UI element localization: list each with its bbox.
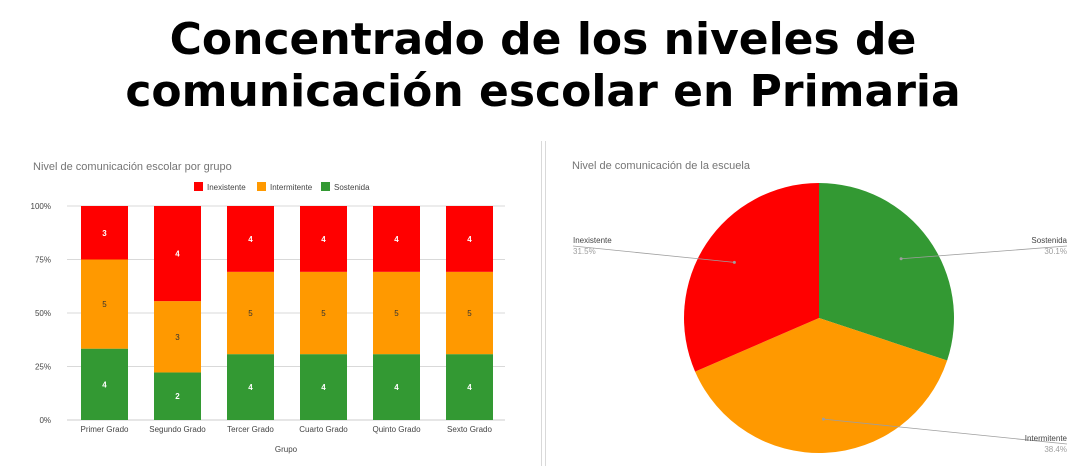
bar-segment-intermitente-primer-grado: [81, 259, 128, 349]
legend-swatch-inexistente: [194, 182, 203, 191]
bar-segment-sostenida-sexto-grado: [446, 354, 493, 420]
x-tick-label-tercer-grado: Tercer Grado: [227, 425, 274, 434]
pie-slice-inexistente: [683, 183, 819, 372]
bar-segment-inexistente-cuarto-grado: [300, 206, 347, 272]
legend-swatch-sostenida: [321, 182, 330, 191]
legend-label-sostenida: Sostenida: [334, 183, 370, 192]
pie-chart-panel[interactable]: Nivel de comunicación de la escuela Soste…: [555, 141, 1086, 466]
pie-label-sostenida: Sostenida: [1031, 236, 1067, 245]
data-label-sostenida-tercer-grado: 4: [248, 383, 253, 392]
pie-value-inexistente: 31.5%: [573, 247, 596, 256]
bar-segment-sostenida-tercer-grado: [227, 354, 274, 420]
page-title-line-2: comunicación escolar en Primaria: [125, 66, 961, 117]
data-label-sostenida-primer-grado: 4: [102, 380, 107, 389]
leader-line-sostenida: [901, 245, 1068, 260]
x-tick-label-primer-grado: Primer Grado: [80, 425, 129, 434]
data-label-inexistente-segundo-grado: 4: [175, 250, 180, 259]
bar-segment-sostenida-quinto-grado: [373, 354, 420, 420]
pie-label-inexistente: Inexistente: [573, 236, 612, 245]
y-tick-label: 25%: [35, 363, 51, 372]
pie-value-intermitente: 38.4%: [1044, 445, 1067, 454]
data-label-inexistente-primer-grado: 3: [102, 229, 107, 238]
bar-chart-panel[interactable]: Nivel de comunicación escolar por grupo I…: [15, 141, 527, 466]
data-label-intermitente-segundo-grado: 3: [175, 333, 180, 342]
bar-segment-sostenida-primer-grado: [81, 348, 128, 420]
x-tick-label-sexto-grado: Sexto Grado: [447, 425, 492, 434]
x-tick-label-quinto-grado: Quinto Grado: [372, 425, 421, 434]
page-title: Concentrado de los niveles de comunicaci…: [0, 14, 1086, 118]
bar-segment-intermitente-sexto-grado: [446, 271, 493, 355]
bar-segment-inexistente-segundo-grado: [154, 206, 201, 302]
data-label-inexistente-cuarto-grado: 4: [321, 235, 326, 244]
bar-segment-inexistente-quinto-grado: [373, 206, 420, 272]
leader-line-inexistente: [572, 245, 735, 263]
data-label-inexistente-quinto-grado: 4: [394, 235, 399, 244]
bar-segment-inexistente-sexto-grado: [446, 206, 493, 272]
data-label-intermitente-quinto-grado: 5: [394, 309, 399, 318]
leader-dot-sostenida: [899, 257, 903, 261]
data-label-sostenida-sexto-grado: 4: [467, 383, 472, 392]
bar-segment-intermitente-quinto-grado: [373, 271, 420, 355]
page-title-line-1: Concentrado de los niveles de: [169, 14, 917, 65]
leader-line-intermitente: [823, 418, 1068, 445]
bar-segment-sostenida-segundo-grado: [154, 372, 201, 420]
x-tick-label-cuarto-grado: Cuarto Grado: [299, 425, 348, 434]
bar-segment-inexistente-tercer-grado: [227, 206, 274, 272]
y-tick-label: 75%: [35, 256, 51, 265]
pie-chart: Nivel de comunicación de la escuela Soste…: [572, 160, 1068, 454]
data-label-sostenida-quinto-grado: 4: [394, 383, 399, 392]
bar-segment-inexistente-primer-grado: [81, 206, 128, 260]
data-label-intermitente-tercer-grado: 5: [248, 309, 253, 318]
bar-segment-intermitente-cuarto-grado: [300, 271, 347, 355]
stacked-bar-chart: Nivel de comunicación escolar por grupo I…: [31, 161, 505, 454]
legend-label-inexistente: Inexistente: [207, 183, 246, 192]
data-label-inexistente-sexto-grado: 4: [467, 235, 472, 244]
bar-segment-intermitente-segundo-grado: [154, 301, 201, 373]
leader-dot-intermitente: [821, 417, 825, 421]
legend-swatch-intermitente: [257, 182, 266, 191]
data-label-sostenida-cuarto-grado: 4: [321, 383, 326, 392]
pie-slice-sostenida: [819, 183, 955, 361]
leader-dot-inexistente: [732, 260, 736, 264]
bar-segment-intermitente-tercer-grado: [227, 271, 274, 355]
bar-chart-title: Nivel de comunicación escolar por grupo: [33, 161, 232, 173]
y-tick-label: 0%: [39, 416, 51, 425]
x-axis-label: Grupo: [275, 445, 298, 454]
data-label-intermitente-primer-grado: 5: [102, 300, 107, 309]
pie-value-sostenida: 30.1%: [1044, 247, 1067, 256]
x-tick-label-segundo-grado: Segundo Grado: [149, 425, 206, 434]
sheet-divider-2: [545, 141, 546, 466]
data-label-inexistente-tercer-grado: 4: [248, 235, 253, 244]
data-label-intermitente-sexto-grado: 5: [467, 309, 472, 318]
legend-label-intermitente: Intermitente: [270, 183, 313, 192]
pie-label-intermitente: Intermitente: [1025, 434, 1068, 443]
sheet-divider: [541, 141, 542, 466]
y-tick-label: 50%: [35, 309, 51, 318]
pie-chart-title: Nivel de comunicación de la escuela: [572, 160, 751, 172]
data-label-sostenida-segundo-grado: 2: [175, 392, 180, 401]
pie-slice-intermitente: [695, 318, 948, 454]
data-label-intermitente-cuarto-grado: 5: [321, 309, 326, 318]
y-tick-label: 100%: [31, 202, 51, 211]
bar-segment-sostenida-cuarto-grado: [300, 354, 347, 420]
